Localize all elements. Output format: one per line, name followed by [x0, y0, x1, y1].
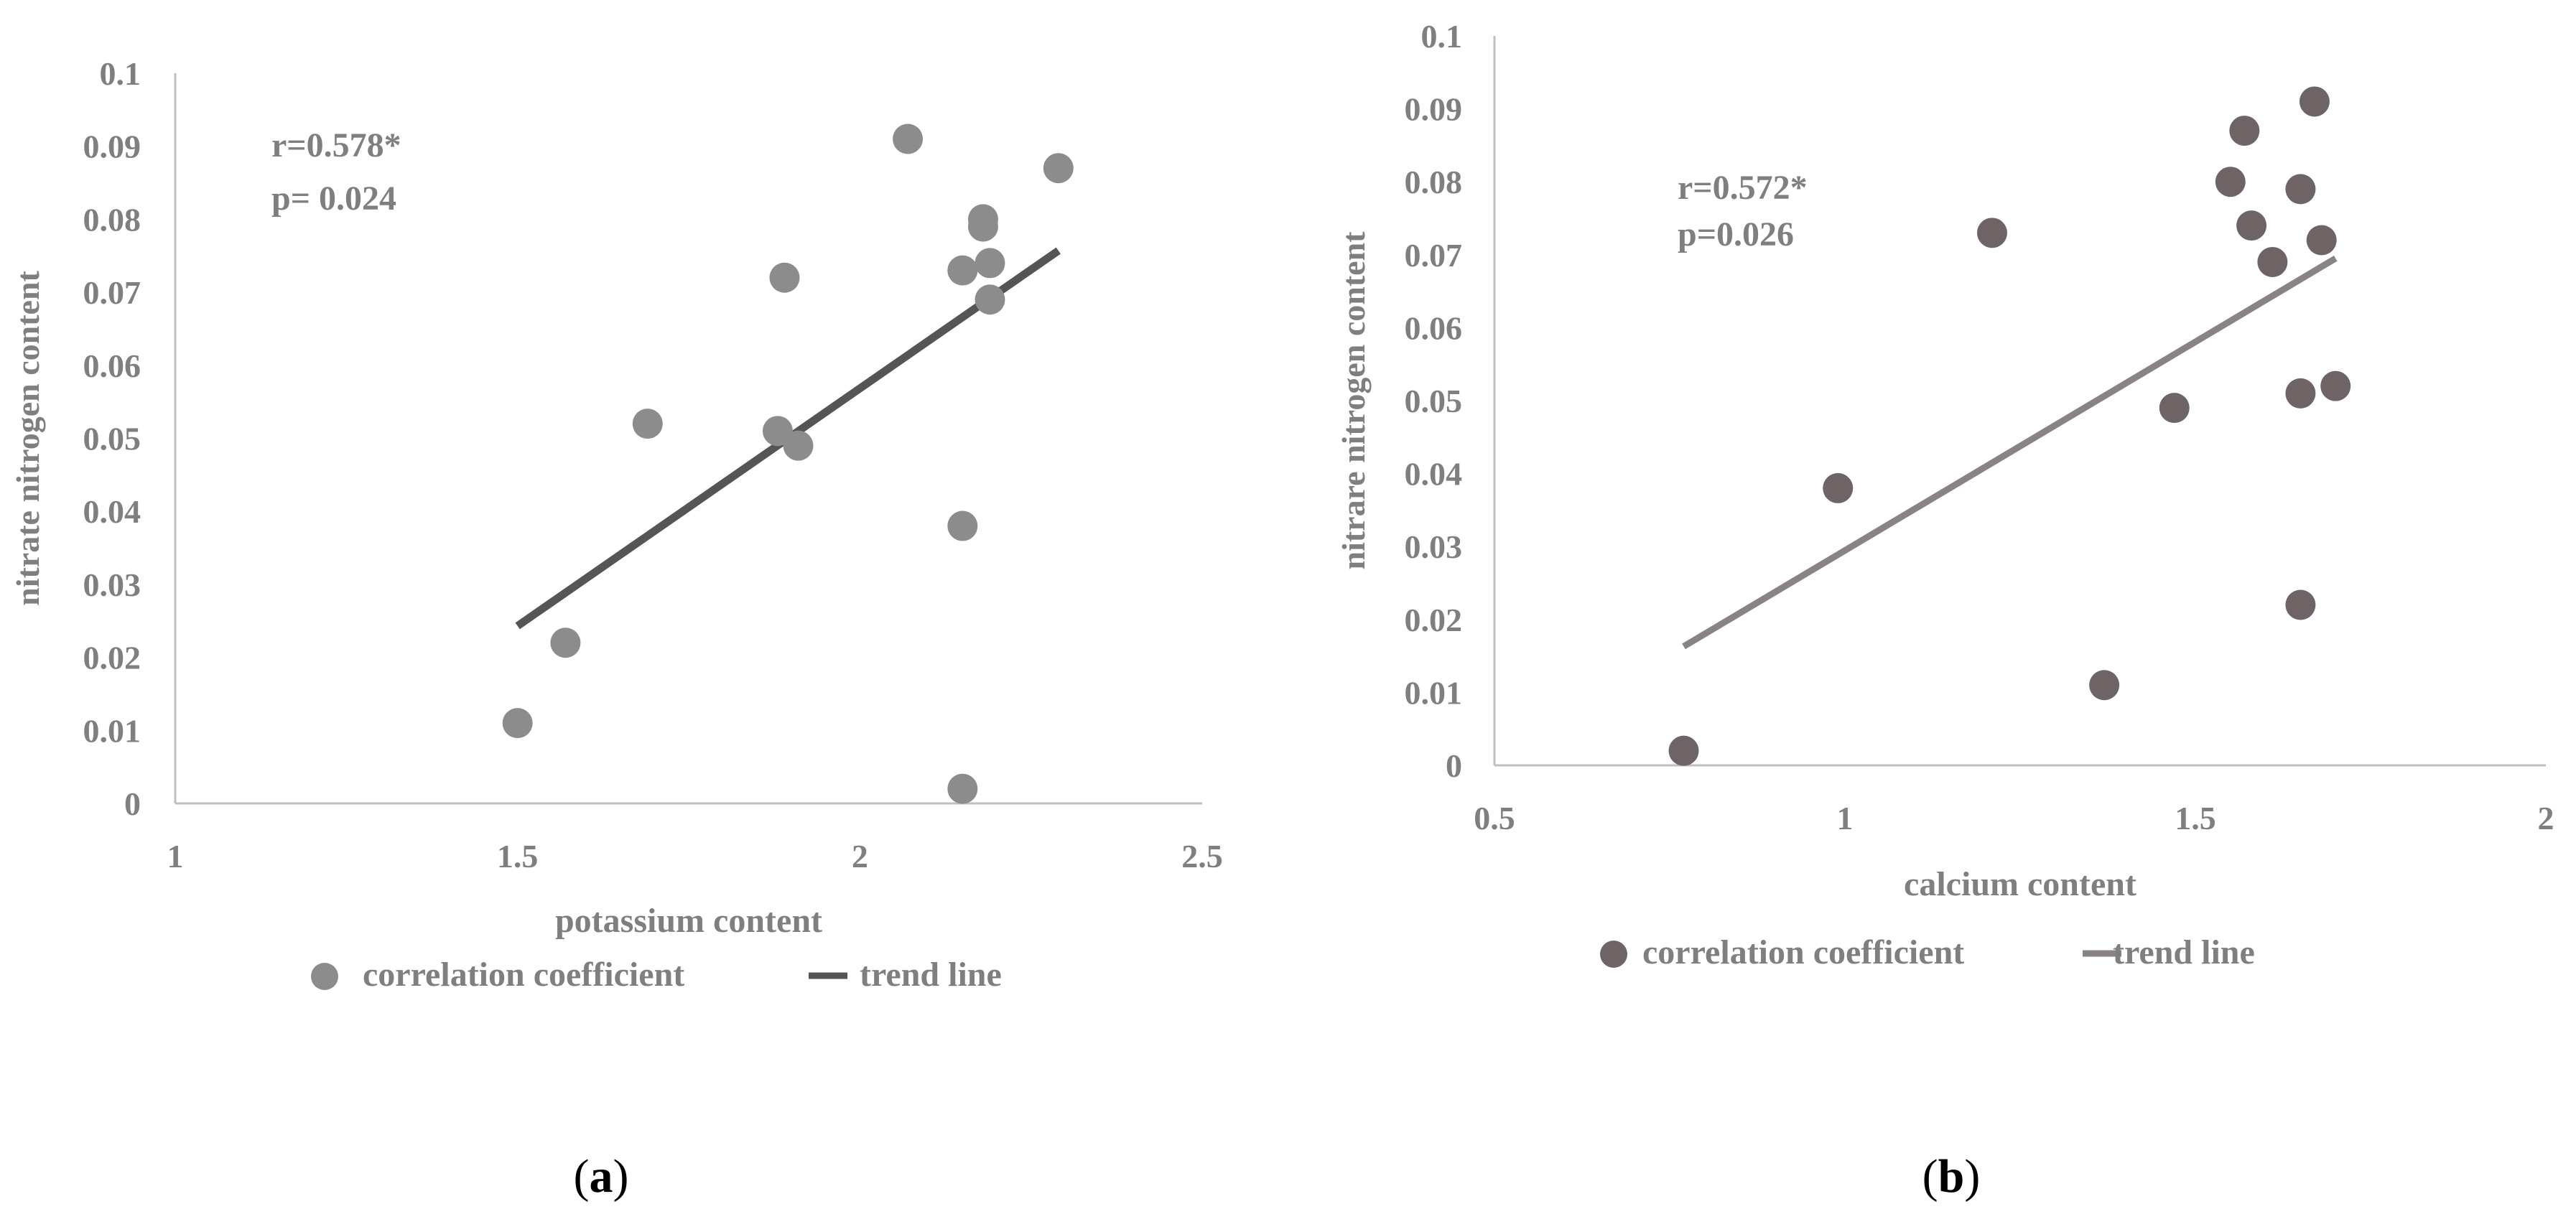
data-point [550, 628, 581, 658]
data-point [947, 773, 978, 804]
y-tick-label: 0 [1446, 747, 1462, 784]
x-axis-title: calcium content [1904, 865, 2136, 903]
data-point [1823, 472, 1854, 503]
y-tick-label: 0.03 [1405, 528, 1463, 565]
legend-label-trend: trend line [2113, 933, 2255, 971]
y-tick-label: 0.04 [83, 493, 141, 530]
y-tick-label: 0.07 [1405, 237, 1463, 274]
data-point [769, 262, 800, 293]
legend-label-points: correlation coefficient [363, 956, 684, 994]
data-point [947, 510, 978, 541]
data-point [1043, 153, 1074, 184]
x-tick-label: 1 [167, 838, 184, 874]
x-axis-title: potassium content [555, 902, 822, 940]
panel-label: (b) [1922, 1150, 1981, 1203]
y-tick-label: 0.01 [83, 712, 141, 749]
x-tick-label: 1 [1837, 800, 1854, 836]
y-tick-label: 0.07 [83, 274, 141, 311]
legend-marker-points [1600, 941, 1627, 968]
trend-line [1682, 256, 2338, 650]
data-point [2089, 670, 2120, 701]
data-point [975, 284, 1005, 315]
chart-panel-a: 0 0.01 0.02 0.03 0.04 0.05 0.06 0.07 0.08 0.09 0.1… [9, 55, 1223, 1203]
data-point [2285, 589, 2316, 620]
data-point [2159, 393, 2190, 424]
x-tick-label: 2 [852, 838, 868, 874]
data-point [2229, 116, 2260, 146]
y-tick-label: 0.05 [83, 421, 141, 457]
y-tick-label: 0.02 [83, 640, 141, 676]
data-point [1668, 735, 1699, 766]
data-point [2320, 370, 2351, 401]
data-point [975, 248, 1005, 279]
y-tick-label: 0.06 [1405, 309, 1463, 346]
data-point [2257, 246, 2288, 277]
data-point [783, 430, 814, 461]
y-tick-label: 0.09 [83, 129, 141, 165]
panel-letter: b [1938, 1150, 1965, 1203]
data-point [893, 123, 924, 154]
legend-label-trend: trend line [860, 956, 1002, 994]
data-point [2236, 210, 2267, 241]
y-tick-label: 0.08 [83, 201, 141, 238]
chart-panel-b: 0 0.01 0.02 0.03 0.04 0.05 0.06 0.07 0.08 0.09 0.1… [1335, 18, 2554, 1203]
y-tick-label: 0.05 [1405, 383, 1463, 419]
y-tick-label: 0.04 [1405, 456, 1463, 493]
x-tick-label: 1.5 [497, 838, 539, 874]
y-tick-label: 0 [124, 785, 141, 822]
data-point [1976, 218, 2007, 248]
y-tick-label: 0.06 [83, 347, 141, 384]
y-tick-label: 0.1 [1421, 18, 1463, 55]
x-tick-label: 2.5 [1181, 838, 1223, 874]
legend-marker-points [311, 963, 338, 990]
panel-label: (a) [574, 1150, 629, 1203]
data-point [2285, 174, 2316, 205]
data-point [2299, 86, 2330, 117]
y-axis-title: nitrate nitrogen content [9, 270, 46, 605]
data-point [502, 708, 533, 739]
y-axis-title: nitrare nitrogen content [1335, 231, 1372, 570]
y-tick-label: 0.1 [100, 55, 141, 92]
data-point [2285, 378, 2316, 409]
y-tick-label: 0.01 [1405, 674, 1463, 711]
p-value-annotation: p=0.026 [1678, 215, 1794, 253]
p-value-annotation: p= 0.024 [271, 179, 396, 218]
y-tick-label: 0.02 [1405, 602, 1463, 638]
x-tick-label: 0.5 [1474, 800, 1515, 836]
x-tick-label: 2 [2538, 800, 2554, 836]
y-tick-label: 0.08 [1405, 164, 1463, 200]
data-point [2306, 225, 2337, 256]
data-point [947, 255, 978, 286]
panel-letter: a [590, 1150, 613, 1203]
y-tick-label: 0.03 [83, 566, 141, 603]
data-point [2215, 167, 2246, 197]
legend-label-points: correlation coefficient [1642, 933, 1964, 971]
x-tick-label: 1.5 [2175, 800, 2216, 836]
data-point [967, 211, 998, 242]
data-point [632, 409, 663, 439]
correlation-annotation: r=0.578* [271, 126, 401, 164]
y-tick-label: 0.09 [1405, 91, 1463, 128]
correlation-annotation: r=0.572* [1678, 169, 1808, 207]
